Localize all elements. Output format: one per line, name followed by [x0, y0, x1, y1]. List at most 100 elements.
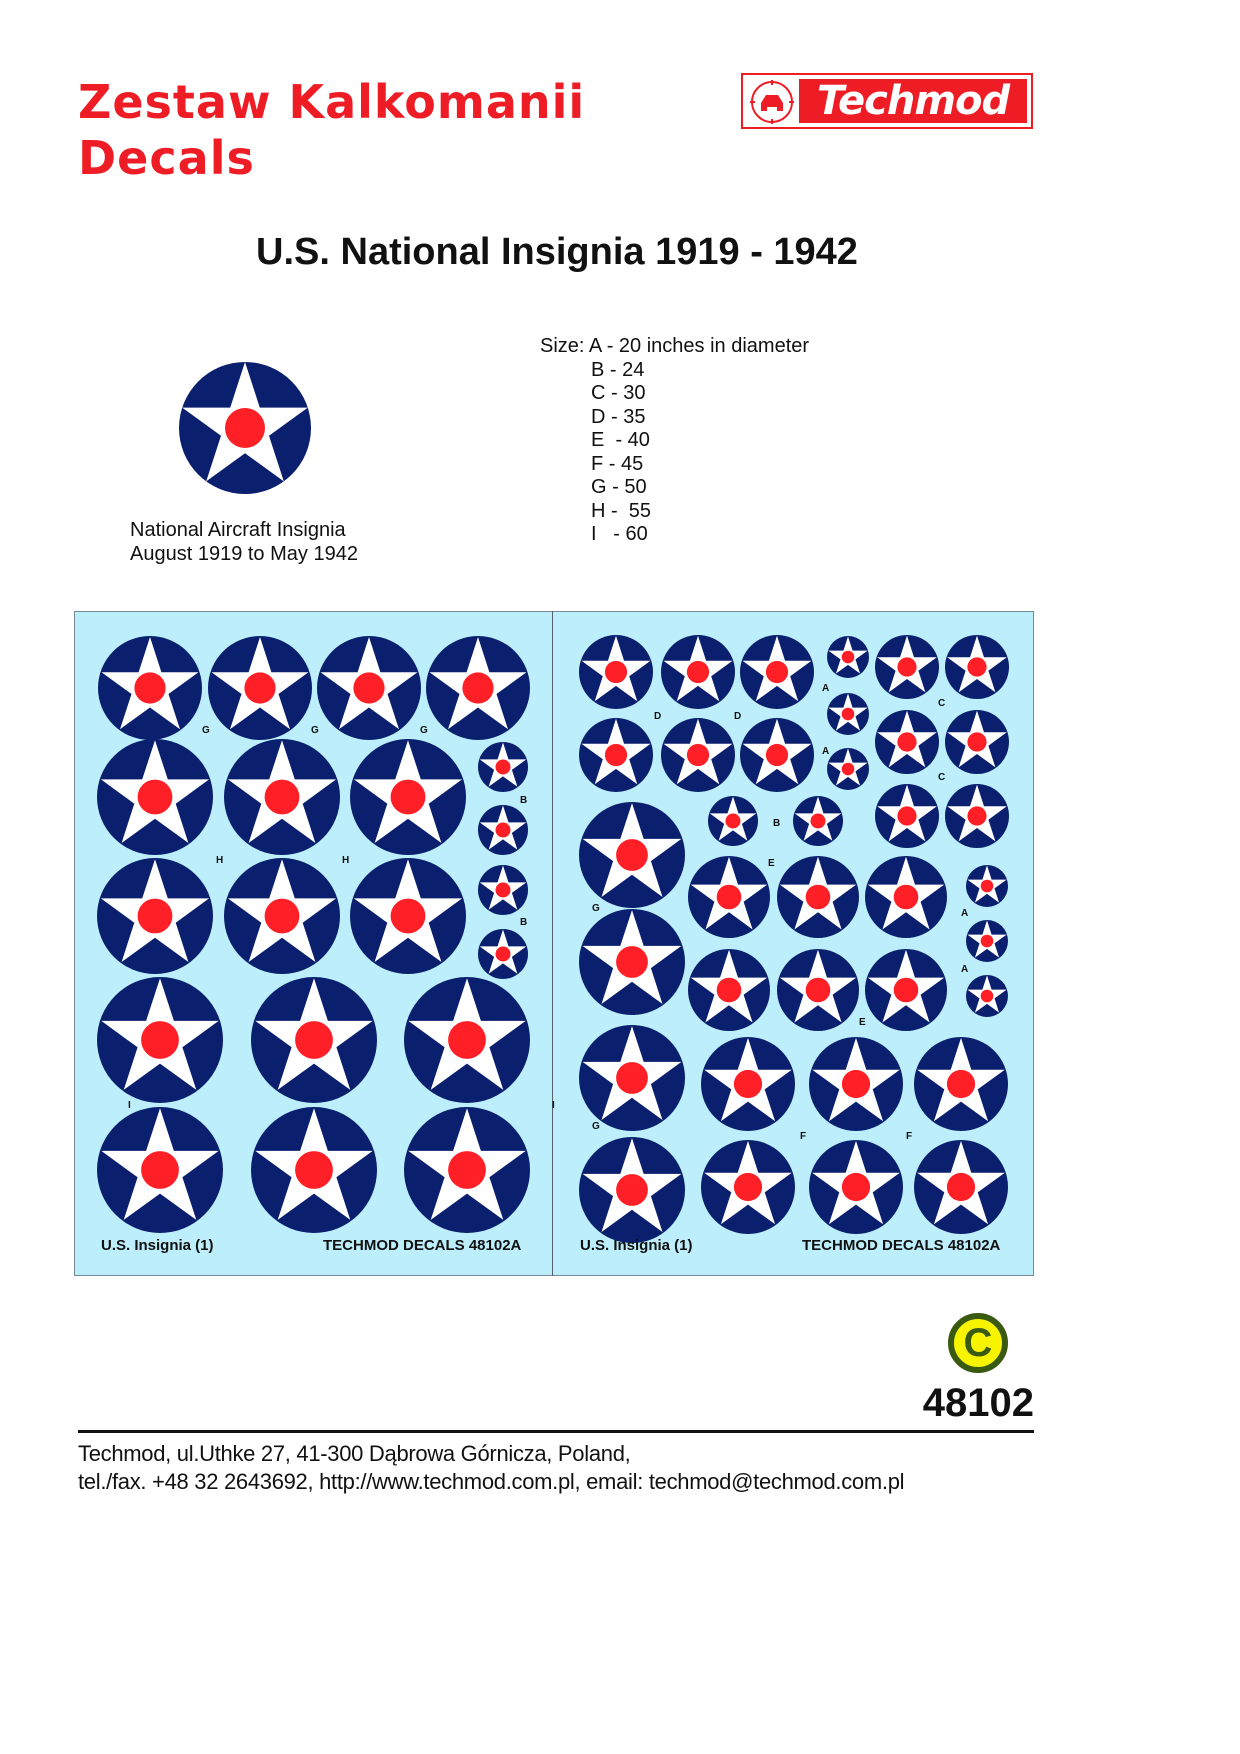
footer-divider	[78, 1430, 1034, 1433]
size-row-e: E - 40	[591, 429, 650, 451]
footer-line2: tel./fax. +48 32 2643692, http://www.tec…	[78, 1469, 905, 1494]
roundel-g-icon	[317, 636, 421, 740]
roundel-f-icon	[809, 1037, 903, 1131]
roundel-h-icon	[224, 739, 340, 855]
size-tag: B	[773, 818, 781, 829]
size-legend: Size: A - 20 inches in diameter B - 24 C…	[540, 335, 809, 547]
roundel-g-icon	[579, 909, 685, 1015]
roundel-e-icon	[865, 949, 947, 1031]
roundel-f-icon	[809, 1140, 903, 1234]
roundel-d-icon	[740, 635, 814, 709]
size-tag: A	[961, 908, 969, 919]
sheet-2-label-left: U.S. Insignia (1)	[580, 1237, 693, 1254]
size-tag: A	[961, 964, 969, 975]
size-tag: A	[822, 683, 830, 694]
roundel-c-icon	[875, 710, 939, 774]
roundel-d-icon	[661, 718, 735, 792]
sheet-2-label-right: TECHMOD DECALS 48102A	[802, 1237, 1001, 1254]
roundel-i-icon	[251, 977, 377, 1103]
roundel-h-icon	[350, 739, 466, 855]
brand-title-line2: Decals	[78, 131, 255, 185]
roundel-c-icon	[945, 784, 1009, 848]
reference-caption-line1: National Aircraft Insignia	[130, 519, 346, 541]
size-prefix: Size:	[540, 335, 585, 357]
roundel-c-icon	[875, 635, 939, 699]
reference-caption: National Aircraft Insignia August 1919 t…	[130, 518, 358, 566]
size-value: A - 20 inches in diameter	[588, 335, 810, 357]
roundel-d-icon	[661, 635, 735, 709]
size-tag: G	[420, 725, 428, 736]
size-tag: D	[734, 711, 742, 722]
size-tag: G	[202, 725, 210, 736]
page-title: U.S. National Insignia 1919 - 1942	[256, 231, 858, 273]
roundel-f-icon	[914, 1037, 1008, 1131]
footer-address: Techmod, ul.Uthke 27, 41-300 Dąbrowa Gór…	[78, 1440, 905, 1496]
size-row-g: G - 50	[591, 476, 647, 498]
size-tag: C	[938, 698, 946, 709]
roundel-h-icon	[97, 739, 213, 855]
size-tag: G	[592, 1121, 600, 1132]
size-tag: B	[520, 795, 528, 806]
roundel-a-icon	[966, 865, 1008, 907]
roundel-e-icon	[777, 949, 859, 1031]
brand-title: Zestaw Kalkomanii Decals	[78, 74, 585, 186]
roundel-h-icon	[224, 858, 340, 974]
roundel-g-icon	[579, 802, 685, 908]
roundel-d-icon	[579, 718, 653, 792]
size-row-c: C - 30	[591, 382, 646, 404]
roundel-b-icon	[708, 796, 758, 846]
roundel-g-icon	[579, 1025, 685, 1131]
size-row-a: Size: A - 20 inches in diameter	[540, 335, 809, 359]
roundel-d-icon	[740, 718, 814, 792]
roundel-e-icon	[688, 949, 770, 1031]
roundel-f-icon	[701, 1037, 795, 1131]
roundel-g-icon	[579, 1137, 685, 1243]
size-tag: H	[342, 855, 350, 866]
brand-title-line1: Zestaw Kalkomanii	[78, 75, 586, 129]
roundel-b-icon	[478, 742, 528, 792]
size-tag: I	[552, 1100, 555, 1111]
size-tag: F	[800, 1131, 807, 1142]
roundel-a-icon	[966, 920, 1008, 962]
roundel-i-icon	[97, 977, 223, 1103]
roundel-c-icon	[875, 784, 939, 848]
roundel-g-icon	[98, 636, 202, 740]
footer-line1: Techmod, ul.Uthke 27, 41-300 Dąbrowa Gór…	[78, 1441, 631, 1466]
roundel-f-icon	[701, 1140, 795, 1234]
size-row-f: F - 45	[591, 452, 644, 475]
logo-wordmark: Techmod	[799, 79, 1027, 123]
reference-roundel-icon	[179, 362, 311, 494]
roundel-a-icon	[827, 748, 869, 790]
techmod-logo: Techmod	[741, 73, 1033, 129]
size-tag: B	[520, 917, 528, 928]
roundel-b-icon	[478, 805, 528, 855]
roundel-e-icon	[865, 856, 947, 938]
roundel-i-icon	[404, 977, 530, 1103]
roundel-c-icon	[945, 635, 1009, 699]
roundel-i-icon	[97, 1107, 223, 1233]
roundel-g-icon	[208, 636, 312, 740]
roundel-h-icon	[97, 858, 213, 974]
reference-caption-line2: August 1919 to May 1942	[130, 543, 358, 565]
size-row-b: B - 24	[591, 358, 645, 381]
size-tag: H	[216, 855, 224, 866]
product-number: 48102	[922, 1381, 1034, 1425]
techmod-emblem-icon	[750, 80, 794, 124]
size-tag: G	[311, 725, 319, 736]
sheet-divider	[552, 611, 553, 1276]
size-row-i: I - 60	[591, 523, 648, 545]
size-row-d: D - 35	[591, 405, 646, 428]
roundel-b-icon	[793, 796, 843, 846]
roundel-i-icon	[404, 1107, 530, 1233]
size-tag: F	[906, 1131, 913, 1142]
roundel-a-icon	[827, 693, 869, 735]
size-tag: A	[822, 746, 830, 757]
size-tag: D	[654, 711, 662, 722]
roundel-b-icon	[478, 929, 528, 979]
sheet-1-label-right: TECHMOD DECALS 48102A	[323, 1237, 522, 1254]
roundel-a-icon	[827, 636, 869, 678]
copyright-icon: C	[948, 1313, 1008, 1373]
roundel-d-icon	[579, 635, 653, 709]
sheet-1-label-left: U.S. Insignia (1)	[101, 1237, 214, 1254]
roundel-e-icon	[688, 856, 770, 938]
